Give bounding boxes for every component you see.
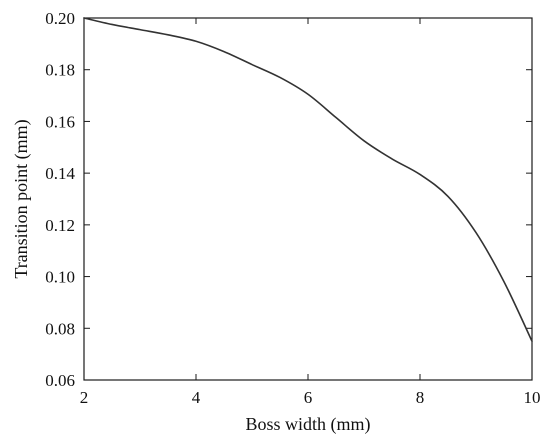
x-tick-label: 2 [80,388,89,407]
y-tick-label: 0.16 [45,112,75,131]
plot-frame [83,17,533,381]
x-tick-label: 8 [416,388,425,407]
x-axis-label: Boss width (mm) [245,414,370,435]
y-axis: 0.06 0.08 0.10 0.12 0.14 0.16 0.18 0.20 [45,9,532,390]
x-tick-label: 4 [192,388,201,407]
transition-point-line [83,17,533,343]
y-tick-label: 0.20 [45,9,75,28]
y-tick-label: 0.10 [45,268,75,287]
x-axis: 2 4 6 8 10 [80,18,541,407]
x-tick-label: 6 [304,388,313,407]
y-tick-label: 0.14 [45,164,75,183]
y-tick-label: 0.12 [45,216,75,235]
x-tick-label: 10 [524,388,541,407]
y-tick-label: 0.08 [45,319,75,338]
y-tick-label: 0.06 [45,371,75,390]
y-tick-label: 0.18 [45,61,75,80]
y-axis-label: Transition point (mm) [11,119,32,278]
